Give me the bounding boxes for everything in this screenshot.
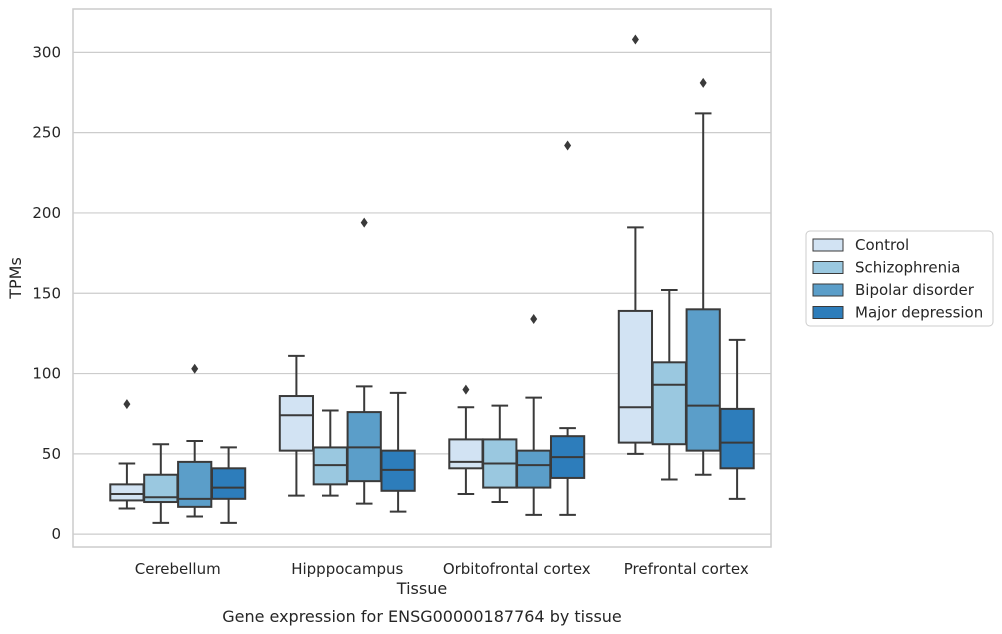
legend-label: Major depression: [855, 304, 983, 322]
box-2-1: [482, 404, 518, 504]
box-2-3: [549, 140, 586, 516]
box-body: [719, 407, 755, 470]
y-tick-label: 100: [32, 365, 61, 383]
outlier-point: [123, 399, 131, 410]
outlier-point: [631, 34, 639, 45]
box-body: [448, 438, 484, 470]
plot-frame: [72, 8, 772, 548]
outlier-point: [530, 313, 538, 324]
outlier-point: [360, 217, 368, 228]
legend-swatch: [812, 238, 844, 252]
box-body: [109, 483, 145, 502]
y-axis-title: TPMs: [6, 257, 25, 300]
box-2-2: [516, 313, 552, 516]
box-3-3: [719, 338, 755, 500]
legend-swatch: [812, 283, 844, 297]
outlier-point: [699, 77, 707, 88]
box-body: [177, 460, 213, 508]
box-3-1: [651, 289, 687, 481]
outlier-point: [462, 384, 470, 395]
box-3-2: [685, 77, 721, 476]
x-tick-label: Prefrontal cortex: [624, 560, 749, 578]
y-tick-label: 300: [32, 43, 61, 61]
chart-title: Gene expression for ENSG00000187764 by t…: [222, 607, 622, 626]
y-tick-labels: 0 50 100 150 200 250 300: [32, 43, 61, 543]
box-body: [617, 309, 654, 444]
outlier-point: [564, 140, 572, 151]
boxes: [109, 34, 755, 524]
box-2-0: [448, 384, 484, 496]
x-tick-labels: Cerebellum Hipppocampus Orbitofrontal cort…: [135, 560, 749, 578]
box-body: [685, 308, 721, 452]
grid-lines: [73, 51, 771, 535]
box-body: [278, 395, 315, 452]
box-0-1: [143, 443, 179, 524]
y-tick-label: 150: [32, 284, 61, 302]
outlier-point: [191, 363, 199, 374]
x-tick-label: Orbitofrontal cortex: [443, 560, 591, 578]
box-body: [210, 467, 247, 500]
box-1-3: [380, 391, 416, 513]
box-0-0: [109, 399, 145, 510]
box-1-2: [346, 217, 382, 505]
box-0-2: [177, 363, 213, 518]
legend-frame: [805, 230, 994, 327]
box-body: [651, 361, 687, 446]
box-body: [516, 449, 552, 489]
x-tick-label: Cerebellum: [135, 560, 221, 578]
box-1-1: [312, 409, 348, 497]
box-0-3: [210, 446, 247, 524]
y-tick-label: 250: [32, 124, 61, 142]
legend-swatch: [812, 261, 844, 274]
legend-label: Schizophrenia: [855, 259, 960, 277]
x-axis-title: Tissue: [396, 579, 447, 598]
box-3-0: [617, 34, 654, 455]
legend-label: Bipolar disorder: [855, 281, 975, 299]
y-tick-label: 0: [51, 525, 61, 543]
box-1-0: [278, 354, 315, 497]
x-tick-label: Hipppocampus: [291, 560, 403, 578]
legend-swatch: [812, 306, 844, 319]
y-tick-label: 200: [32, 204, 61, 222]
legend-label: Control: [855, 236, 909, 254]
y-tick-label: 50: [42, 445, 61, 463]
legend: Control Schizophrenia Bipolar disorder Majo…: [805, 230, 994, 327]
